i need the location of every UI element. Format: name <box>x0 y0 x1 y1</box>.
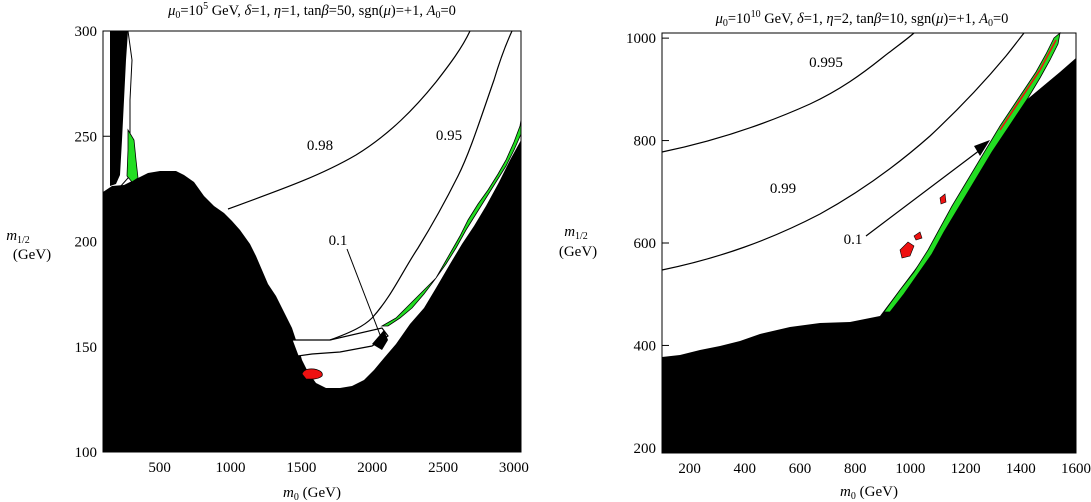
left-xtick-label: 500 <box>148 460 171 476</box>
right-panel: μ0=1010 GeV, δ=1, η=2, tanβ=10, sgn(μ)=+… <box>559 9 1091 502</box>
right-red-line <box>999 39 1057 131</box>
right-ylabel: m1/2 <box>564 224 588 242</box>
left-xtick-label: 2000 <box>357 460 387 476</box>
left-xtick-label: 1500 <box>286 460 316 476</box>
right-excluded-region <box>662 58 1076 453</box>
right-xtick-label: 1000 <box>895 461 925 477</box>
left-notch-fill <box>372 330 388 350</box>
right-contour-0.1 <box>865 149 981 237</box>
right-title: μ0=1010 GeV, δ=1, η=2, tanβ=10, sgn(μ)=+… <box>715 9 1009 29</box>
right-red-region-a <box>899 241 915 259</box>
right-xtick-label: 1400 <box>1006 461 1036 477</box>
left-ytick-label: 300 <box>75 24 98 40</box>
right-ytick-label: 600 <box>634 236 657 252</box>
left-notch <box>291 327 389 357</box>
left-ytick-label: 250 <box>75 129 98 145</box>
left-excluded-strip <box>110 31 128 186</box>
right-red-region-c <box>939 193 947 205</box>
right-ytick-label: 400 <box>634 338 657 354</box>
right-xtick-label: 1600 <box>1061 461 1091 477</box>
right-ytick-label: 200 <box>634 441 657 457</box>
left-ylabel-unit: (GeV) <box>13 247 51 263</box>
left-green-region-a <box>126 128 139 183</box>
right-contour-0.995 <box>661 32 915 153</box>
left-panel: μ0=105 GeV, δ=1, η=1, tanβ=50, sgn(μ)=+1… <box>6 1 529 502</box>
left-label-0.98: 0.98 <box>307 138 333 154</box>
right-contour-0.99 <box>661 32 1025 271</box>
left-axis-ticks: 500 1000 1500 2000 2500 3000 100 150 200 250 300 <box>75 24 529 476</box>
right-xtick-label: 600 <box>789 461 812 477</box>
left-label-0.95: 0.95 <box>436 128 462 144</box>
right-xtick-label: 400 <box>734 461 757 477</box>
right-label-0.99: 0.99 <box>770 181 796 197</box>
right-label-0.995: 0.995 <box>809 55 843 71</box>
left-excluded-region <box>103 140 521 452</box>
left-xtick-label: 1000 <box>216 460 246 476</box>
right-xtick-label: 800 <box>844 461 867 477</box>
left-ytick-label: 200 <box>75 235 98 251</box>
left-contour-0.98 <box>227 30 471 210</box>
right-xtick-label: 200 <box>678 461 701 477</box>
left-label-0.1: 0.1 <box>329 233 348 249</box>
right-xtick-label: 1200 <box>951 461 981 477</box>
left-red-region <box>301 368 323 380</box>
left-xtick-label: 2500 <box>428 460 458 476</box>
right-green-region <box>883 31 1061 313</box>
right-axis-ticks: 200 400 600 800 1000 1200 1400 1600 200 400 600 800… <box>626 31 1091 477</box>
right-xlabel: m0 (GeV) <box>840 484 898 502</box>
left-ytick-label: 100 <box>75 445 98 461</box>
left-excluded-outline <box>102 136 523 387</box>
left-ytick-label: 150 <box>75 340 98 356</box>
right-ytick-label: 800 <box>634 134 657 150</box>
left-contour-0.95 <box>329 30 513 341</box>
right-ylabel-unit: (GeV) <box>559 244 597 260</box>
left-strip-outline <box>119 30 133 188</box>
left-xtick-label: 3000 <box>499 460 529 476</box>
right-ytick-label: 1000 <box>626 31 656 47</box>
right-label-0.1: 0.1 <box>844 232 863 248</box>
left-title: μ0=105 GeV, δ=1, η=1, tanβ=50, sgn(μ)=+1… <box>167 1 456 21</box>
left-ylabel: m1/2 <box>6 228 30 246</box>
right-red-region-b <box>913 231 923 241</box>
left-contour-0.1-leader <box>346 248 383 341</box>
left-xlabel: m0 (GeV) <box>283 485 341 502</box>
